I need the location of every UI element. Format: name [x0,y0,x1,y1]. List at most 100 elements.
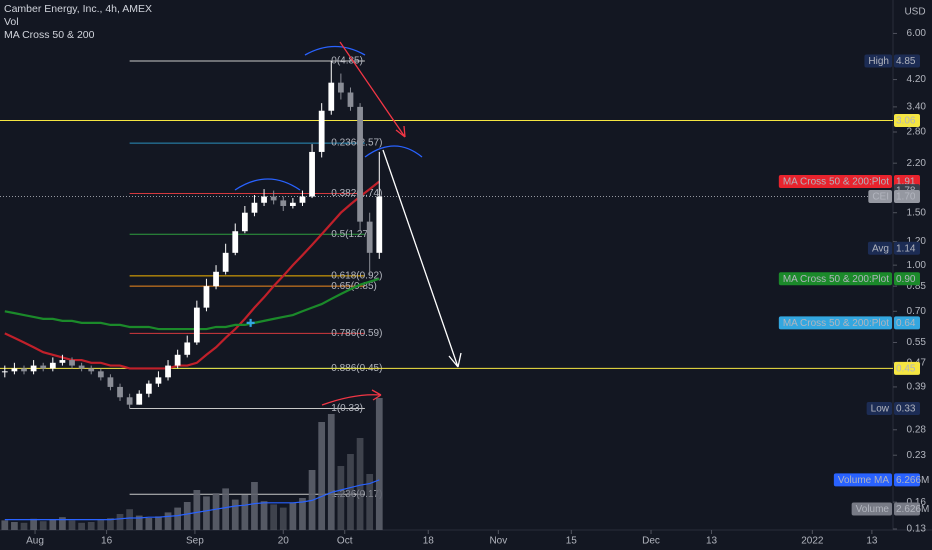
candle-body [222,252,229,272]
candle-body [69,360,75,366]
candle-body [299,196,306,203]
candle-body [117,386,123,398]
fib-label: 0.786(0.59) [331,328,382,339]
price-badge-name: MA Cross 50 & 200:Plot [783,318,889,329]
price-badge-name: CEI [872,192,889,203]
y-tick-label: 6.00 [907,28,927,39]
candle-body [193,307,200,343]
price-badge-name: Avg [872,243,889,254]
volume-bar [68,520,76,530]
price-badge [894,190,920,204]
price-badge-name-box [778,174,892,188]
candle-body [184,342,191,355]
volume-bar [366,474,374,530]
volume-bar [49,519,57,530]
price-badge-value: 1.91 [896,177,916,188]
x-tick-label: 16 [101,536,113,547]
volume-bar [164,512,172,530]
volume-bar [318,422,326,530]
candle-body [21,368,27,372]
x-tick-label: Dec [642,536,660,547]
y-tick-label: 4.20 [907,74,927,85]
candle-body [136,393,143,405]
candle-body [376,196,383,253]
price-badge-value: 1.70 [896,192,916,203]
y-tick-label: 0.16 [907,497,927,508]
volume-bar [97,519,105,530]
volume-bar [289,502,297,530]
volume-bar [260,501,268,530]
price-layer [1,60,383,409]
volume-bar [356,438,364,530]
x-tick-label: Nov [489,536,507,547]
volume-bar [375,398,383,530]
ma-line [4,180,380,370]
volume-bar [107,518,114,530]
volume-bar [270,504,278,530]
candle-body [270,196,277,201]
fib-label: 0(4.85) [331,56,363,67]
volume-bar [241,494,249,530]
volume-bar [327,414,335,530]
candle-body [1,371,8,373]
price-badge [894,272,920,286]
fib-label: 0.382(1.74) [331,188,382,199]
price-badge [894,473,920,487]
price-badge-value: 0.90 [896,274,916,285]
y-tick-label: 0.23 [907,450,927,461]
candle-body [174,354,181,366]
volume-bar [222,488,230,530]
volume-ma-line [4,479,380,521]
price-badge-name-box [833,473,892,487]
y-tick-label: 0.85 [907,281,927,292]
arrow [382,149,462,368]
candle-body [318,110,325,152]
volume-bar [11,522,18,530]
candle-body [261,196,267,203]
x-tick-label: Sep [186,536,204,547]
x-tick-label: 2022 [801,536,824,547]
candle-body [366,221,373,253]
x-tick-label: 18 [423,536,435,547]
price-badge-name: Volume [856,504,890,515]
volume-bar [299,498,306,530]
ma-cross-marker [246,318,255,327]
legend-indicator: Vol [4,16,19,28]
price-badge [894,241,920,255]
price-badge-value: 3.06 [896,116,916,127]
candle-body [213,271,219,287]
volume-bar [279,507,287,530]
fib-label: 1(0.33) [331,403,363,414]
volume-bar [251,482,258,530]
volume-bar [337,466,345,530]
volume-bar [87,522,95,530]
price-badge-name-box [868,190,892,204]
candle-body [40,365,47,369]
volume-bar [174,507,182,530]
volume-bar [20,522,28,530]
price-badge [894,402,920,416]
y-tick-label: 2.20 [907,158,927,169]
ma-line [4,277,380,331]
arrow [339,41,406,138]
volume-bar [126,509,133,530]
candle-body [280,200,287,206]
price-badge-value: 1.14 [896,243,916,254]
y-tick-label: 0.28 [907,424,927,435]
candle-body [337,82,344,93]
legend-indicator: MA Cross 50 & 200 [4,29,95,41]
y-tick-label: 0.39 [907,382,927,393]
price-badge-name: High [868,56,889,67]
candle-body [357,106,363,222]
price-badge [894,114,920,128]
candle-body [328,82,335,111]
y-tick-label: 3.40 [907,102,927,113]
price-badge-name-box [866,402,892,416]
fib-label: 0.65(0.85) [331,281,377,292]
candle-body [251,202,258,213]
y-tick-label: 1.50 [907,207,927,218]
volume-bar [78,522,85,530]
candle-body [232,231,239,253]
